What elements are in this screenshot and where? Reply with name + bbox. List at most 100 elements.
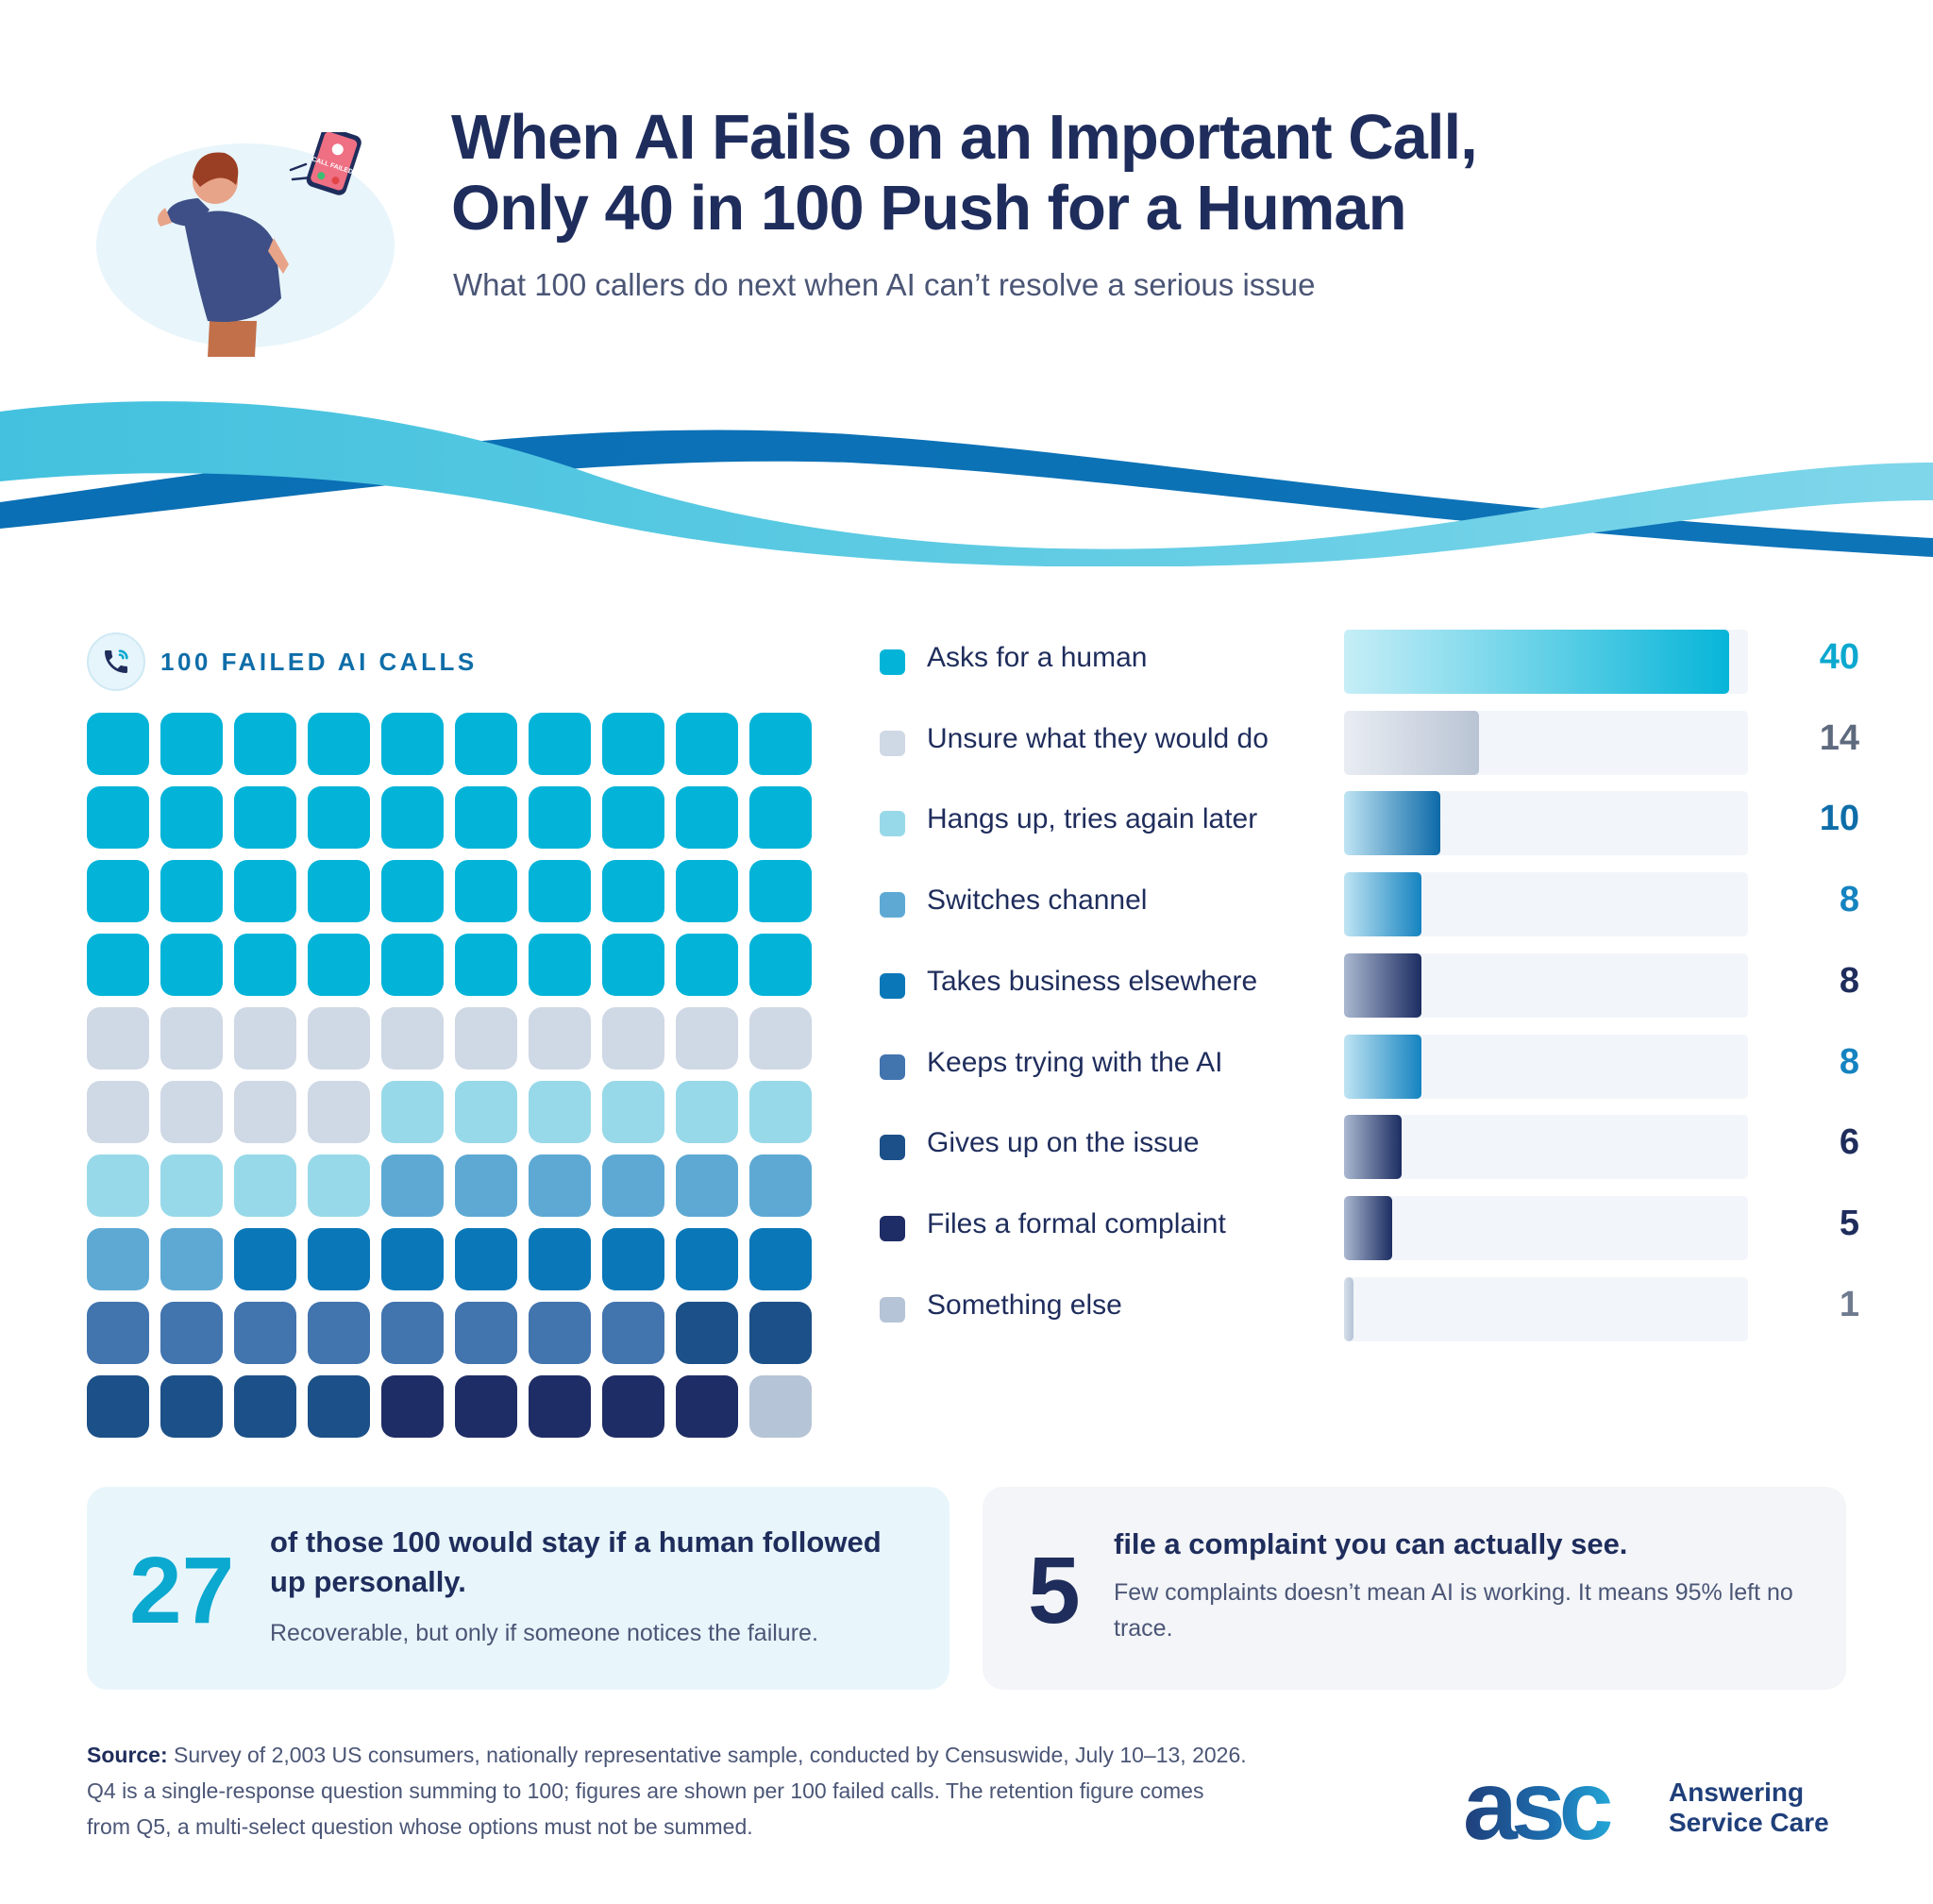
logo-line-2: Service Care	[1669, 1808, 1829, 1837]
bar-track	[1344, 872, 1748, 937]
waffle-square	[676, 1081, 738, 1143]
waffle-square	[234, 1154, 296, 1217]
waffle-square	[529, 713, 591, 775]
logo-line-1: Answering	[1669, 1778, 1805, 1807]
waffle-square	[234, 1302, 296, 1364]
waffle-square	[602, 786, 664, 849]
bar-track	[1344, 1034, 1748, 1099]
value-label: 14	[1819, 717, 1859, 758]
waffle-square	[602, 1081, 664, 1143]
waffle-square	[455, 1228, 517, 1290]
bar-row: Hangs up, tries again later 10	[878, 789, 1859, 856]
waffle-square	[676, 860, 738, 922]
waffle-square	[749, 1007, 812, 1070]
value-label: 6	[1839, 1122, 1859, 1163]
waffle-square	[308, 860, 370, 922]
waffle-square	[234, 786, 296, 849]
waffle-square	[749, 786, 812, 849]
source-note: Source: Survey of 2,003 US consumers, na…	[87, 1737, 1248, 1845]
waffle-square	[234, 934, 296, 996]
bar	[1344, 1034, 1421, 1099]
waffle-square	[381, 786, 444, 849]
value-label: 8	[1839, 880, 1859, 920]
waffle-square	[381, 1007, 444, 1070]
bar-row: Something else 1	[878, 1275, 1859, 1341]
waffle-square	[308, 1228, 370, 1290]
bar-track	[1344, 952, 1748, 1018]
bar-row: Gives up on the issue 6	[878, 1113, 1859, 1180]
waffle-square	[160, 713, 223, 775]
bar	[1344, 1276, 1354, 1341]
waffle-square	[381, 1154, 444, 1217]
waffle-square	[676, 1007, 738, 1070]
waffle-square	[87, 713, 149, 775]
callout-title: of those 100 would stay if a human follo…	[270, 1525, 882, 1598]
legend-swatch	[880, 1135, 905, 1161]
waffle-label: 100 FAILED AI CALLS	[160, 647, 478, 676]
waffle-square	[602, 1007, 664, 1070]
category-label: Takes business elsewhere	[927, 965, 1258, 997]
bar-track	[1344, 630, 1748, 694]
waffle-square	[455, 860, 517, 922]
waffle-square	[529, 1228, 591, 1290]
waffle-square	[160, 1228, 223, 1290]
waffle-square	[381, 1375, 444, 1438]
person-on-phone-illustration: CALL FAILED	[96, 132, 395, 357]
waffle-square	[308, 1154, 370, 1217]
waffle-square	[308, 1375, 370, 1438]
bar-row: Unsure what they would do 14	[878, 709, 1859, 775]
title-line-1: When AI Fails on an Important Call,	[451, 102, 1478, 173]
bar-row: Keeps trying with the AI 8	[878, 1033, 1859, 1099]
bar	[1344, 1195, 1392, 1260]
waffle-square	[308, 713, 370, 775]
waffle-square	[529, 1081, 591, 1143]
failed-call-phone-icon: CALL FAILED	[306, 132, 361, 195]
waffle-square	[602, 1302, 664, 1364]
waffle-square	[308, 786, 370, 849]
waffle-square	[529, 786, 591, 849]
waffle-square	[529, 860, 591, 922]
bar	[1344, 1115, 1403, 1180]
waffle-square	[455, 934, 517, 996]
category-label: Switches channel	[927, 885, 1148, 917]
callout-complaints: 5 file a complaint you can actually see.…	[983, 1487, 1846, 1690]
phone-icon	[87, 632, 145, 691]
bar	[1344, 630, 1729, 694]
legend-swatch	[880, 730, 905, 756]
callout-number: 27	[129, 1538, 235, 1643]
legend-swatch	[880, 1215, 905, 1241]
waffle-square	[160, 860, 223, 922]
waffle-square	[749, 1302, 812, 1364]
waffle-square	[676, 934, 738, 996]
waffle-square	[381, 860, 444, 922]
bar	[1344, 952, 1421, 1018]
waffle-square	[529, 1154, 591, 1217]
value-label: 40	[1819, 637, 1859, 677]
waffle-square	[529, 1302, 591, 1364]
waffle-square	[455, 1154, 517, 1217]
waffle-grid	[87, 713, 814, 1440]
bar-track	[1344, 1115, 1748, 1180]
bar-row: Files a formal complaint 5	[878, 1194, 1859, 1260]
waffle-square	[749, 1154, 812, 1217]
value-label: 5	[1839, 1203, 1859, 1243]
waffle-square	[308, 1007, 370, 1070]
waffle-square	[749, 713, 812, 775]
waffle-square	[749, 860, 812, 922]
waffle-square	[87, 1302, 149, 1364]
bar-row: Asks for a human 40	[878, 628, 1859, 694]
waffle-square	[602, 934, 664, 996]
waffle-square	[234, 1228, 296, 1290]
source-text: Survey of 2,003 US consumers, nationally…	[87, 1743, 1247, 1839]
source-label: Source:	[87, 1743, 168, 1767]
legend-swatch	[880, 972, 905, 999]
waffle-square	[234, 1081, 296, 1143]
callout-body: Few complaints doesn’t mean AI is workin…	[1114, 1579, 1793, 1642]
waffle-square	[455, 1081, 517, 1143]
waffle-square	[87, 1154, 149, 1217]
waffle-square	[160, 1375, 223, 1438]
waffle-square	[529, 1007, 591, 1070]
value-label: 8	[1839, 960, 1859, 1001]
waffle-square	[455, 1302, 517, 1364]
